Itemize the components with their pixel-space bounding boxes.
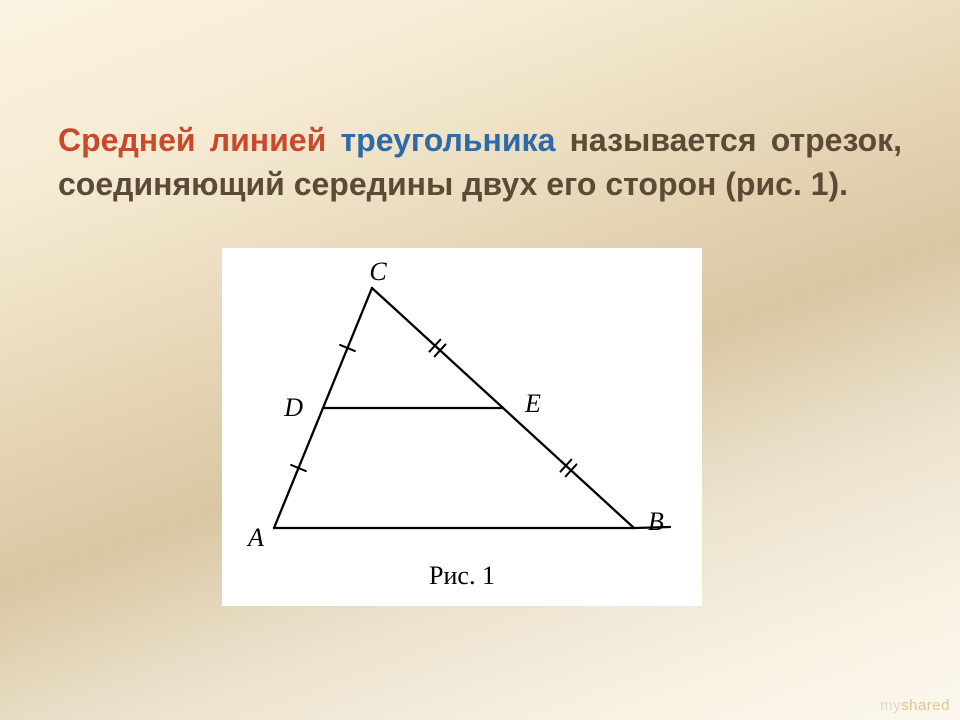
watermark-prefix: my <box>880 697 901 714</box>
svg-text:E: E <box>524 389 541 418</box>
definition-text: Средней линией треугольника называется о… <box>58 118 902 206</box>
svg-text:Рис. 1: Рис. 1 <box>429 561 495 590</box>
definition-subject: треугольника <box>341 122 556 158</box>
svg-text:D: D <box>283 393 303 422</box>
triangle-diagram: C A B D E Рис. 1 <box>222 248 702 606</box>
svg-text:B: B <box>648 507 664 536</box>
figure-panel: C A B D E Рис. 1 <box>222 248 702 606</box>
svg-text:C: C <box>369 257 387 286</box>
watermark-suffix: shared <box>901 697 950 714</box>
definition-term: Средней линией <box>58 122 326 158</box>
watermark: myshared <box>880 697 950 714</box>
svg-text:A: A <box>246 523 264 552</box>
